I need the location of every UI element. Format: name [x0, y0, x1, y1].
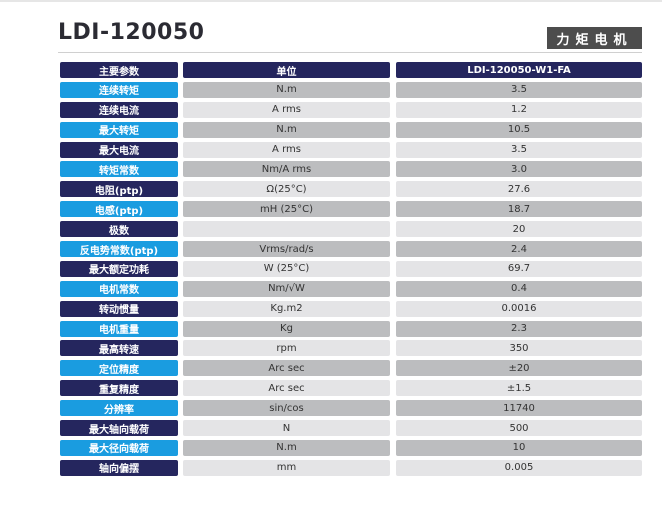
header-unit: 单位	[183, 62, 390, 78]
unit-cell: Nm/√W	[183, 280, 390, 297]
value-cell: 350	[396, 340, 642, 357]
table-row: 转动惯量 Kg.m2 0.0016	[60, 300, 642, 317]
page-title: LDI-120050	[58, 20, 205, 45]
table-row: 连续转矩 N.m 3.5	[60, 81, 642, 98]
param-cell: 转动惯量	[60, 300, 178, 317]
table-row: 重复精度 Arc sec ±1.5	[60, 380, 642, 397]
param-cell: 反电势常数(ptp)	[60, 241, 178, 258]
unit-cell: sin/cos	[183, 400, 390, 417]
value-cell: 69.7	[396, 260, 642, 277]
param-cell: 连续转矩	[60, 81, 178, 98]
table-row: 转矩常数 Nm/A rms 3.0	[60, 161, 642, 178]
table-row: 反电势常数(ptp) Vrms/rad/s 2.4	[60, 241, 642, 258]
value-cell: ±1.5	[396, 380, 642, 397]
table-row: 定位精度 Arc sec ±20	[60, 360, 642, 377]
table-row: 最大转矩 N.m 10.5	[60, 121, 642, 138]
param-cell: 最大轴向载荷	[60, 420, 178, 437]
value-cell: 11740	[396, 400, 642, 417]
value-cell: 3.5	[396, 141, 642, 158]
value-cell: ±20	[396, 360, 642, 377]
table-row: 电感(ptp) mH (25°C) 18.7	[60, 201, 642, 218]
value-cell: 2.3	[396, 320, 642, 337]
spec-table: 主要参数 单位 LDI-120050-W1-FA 连续转矩 N.m 3.5 连续电流 A…	[60, 62, 642, 480]
unit-cell: N	[183, 420, 390, 437]
param-cell: 电机重量	[60, 320, 178, 337]
param-cell: 极数	[60, 221, 178, 238]
table-row: 电阻(ptp) Ω(25°C) 27.6	[60, 181, 642, 198]
unit-cell: N.m	[183, 439, 390, 456]
value-cell: 20	[396, 221, 642, 238]
param-cell: 最大径向载荷	[60, 439, 178, 456]
unit-cell: Ω(25°C)	[183, 181, 390, 198]
value-cell: 0.0016	[396, 300, 642, 317]
value-cell: 27.6	[396, 181, 642, 198]
unit-cell: W (25°C)	[183, 260, 390, 277]
table-row: 极数 20	[60, 221, 642, 238]
param-cell: 轴向偏摆	[60, 459, 178, 476]
param-cell: 定位精度	[60, 360, 178, 377]
unit-cell: mm	[183, 459, 390, 476]
unit-cell: mH (25°C)	[183, 201, 390, 218]
param-cell: 最大电流	[60, 141, 178, 158]
param-cell: 最大转矩	[60, 121, 178, 138]
top-rule	[0, 0, 662, 2]
value-cell: 3.5	[396, 81, 642, 98]
value-cell: 0.4	[396, 280, 642, 297]
table-row: 电机常数 Nm/√W 0.4	[60, 280, 642, 297]
unit-cell: A rms	[183, 141, 390, 158]
table-row: 电机重量 Kg 2.3	[60, 320, 642, 337]
table-row: 分辨率 sin/cos 11740	[60, 400, 642, 417]
unit-cell: N.m	[183, 81, 390, 98]
table-row: 最大额定功耗 W (25°C) 69.7	[60, 260, 642, 277]
param-cell: 连续电流	[60, 101, 178, 118]
value-cell: 3.0	[396, 161, 642, 178]
unit-cell: rpm	[183, 340, 390, 357]
unit-cell: N.m	[183, 121, 390, 138]
header-model: LDI-120050-W1-FA	[396, 62, 642, 78]
category-badge: 力矩电机	[547, 27, 642, 49]
param-cell: 最高转速	[60, 340, 178, 357]
value-cell: 18.7	[396, 201, 642, 218]
unit-cell: A rms	[183, 101, 390, 118]
value-cell: 2.4	[396, 241, 642, 258]
table-row: 轴向偏摆 mm 0.005	[60, 459, 642, 476]
unit-cell: Vrms/rad/s	[183, 241, 390, 258]
header-param: 主要参数	[60, 62, 178, 78]
value-cell: 0.005	[396, 459, 642, 476]
value-cell: 500	[396, 420, 642, 437]
unit-cell: Nm/A rms	[183, 161, 390, 178]
param-cell: 电机常数	[60, 280, 178, 297]
param-cell: 电感(ptp)	[60, 201, 178, 218]
param-cell: 电阻(ptp)	[60, 181, 178, 198]
table-row: 连续电流 A rms 1.2	[60, 101, 642, 118]
unit-cell: Kg.m2	[183, 300, 390, 317]
table-row: 最大电流 A rms 3.5	[60, 141, 642, 158]
unit-cell: Arc sec	[183, 360, 390, 377]
unit-cell: Arc sec	[183, 380, 390, 397]
unit-cell: Kg	[183, 320, 390, 337]
value-cell: 10	[396, 439, 642, 456]
param-cell: 最大额定功耗	[60, 260, 178, 277]
value-cell: 10.5	[396, 121, 642, 138]
table-row: 最高转速 rpm 350	[60, 340, 642, 357]
table-header-row: 主要参数 单位 LDI-120050-W1-FA	[60, 62, 642, 78]
param-cell: 重复精度	[60, 380, 178, 397]
table-row: 最大径向载荷 N.m 10	[60, 439, 642, 456]
value-cell: 1.2	[396, 101, 642, 118]
table-row: 最大轴向载荷 N 500	[60, 420, 642, 437]
param-cell: 转矩常数	[60, 161, 178, 178]
param-cell: 分辨率	[60, 400, 178, 417]
title-divider	[58, 52, 642, 53]
unit-cell	[183, 221, 390, 238]
